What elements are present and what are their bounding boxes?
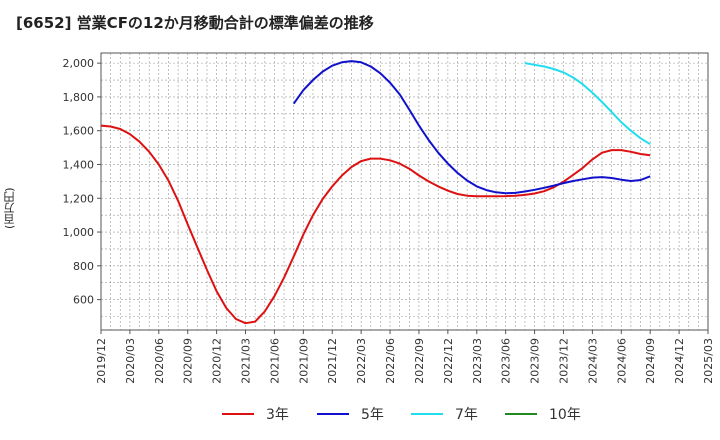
x-tick-label: 2021/03 [240,338,253,384]
x-tick-label: 2022/12 [442,338,455,384]
x-tick-label: 2023/09 [529,338,542,384]
x-tick-label: 2022/03 [355,338,368,384]
y-axis-ticks: 600 800 1,000 1,200 1,400 1,600 1,800 2,000 [63,57,101,307]
x-tick-label: 2020/06 [153,338,166,384]
y-tick-label: 800 [73,260,94,273]
legend: 3年 5年 7年 10年 [222,407,581,423]
series-line-3年 [100,124,651,325]
x-tick-label: 2021/12 [326,338,339,384]
series-line-7年 [524,62,651,146]
y-tick-label: 1,000 [63,226,95,239]
grid-lines [101,53,708,330]
chart-title: [6652] 営業CFの12か月移動合計の標準偏差の推移 [16,14,374,32]
x-tick-label: 2023/06 [500,338,513,384]
x-tick-label: 2020/09 [182,338,195,384]
x-tick-label: 2022/06 [384,338,397,384]
legend-label: 7年 [455,407,478,423]
x-tick-label: 2024/03 [586,338,599,384]
y-tick-label: 1,400 [63,158,95,171]
x-tick-label: 2019/12 [95,338,108,384]
y-tick-label: 1,800 [63,91,95,104]
legend-label: 10年 [549,407,581,423]
x-tick-label: 2023/12 [557,338,570,384]
plot-frame [100,52,709,331]
y-tick-label: 600 [73,294,94,307]
x-tick-label: 2022/09 [413,338,426,384]
x-tick-label: 2023/03 [471,338,484,384]
y-tick-label: 1,600 [63,125,95,138]
x-tick-label: 2025/03 [702,338,715,384]
legend-label: 3年 [266,407,289,423]
y-tick-label: 2,000 [63,57,95,70]
x-tick-label: 2020/03 [124,338,137,384]
x-tick-label: 2024/12 [673,338,686,384]
x-tick-label: 2021/09 [297,338,310,384]
series-line-5年 [292,60,651,195]
x-tick-label: 2024/09 [644,338,657,384]
series-lines [100,60,651,325]
x-axis-ticks: 2019/12 2020/03 2020/06 2020/09 2020/12 2021/… [95,330,715,384]
x-tick-label: 2024/06 [615,338,628,384]
y-tick-label: 1,200 [63,192,95,205]
legend-label: 5年 [361,407,384,423]
x-tick-label: 2020/12 [211,338,224,384]
x-tick-label: 2021/06 [268,338,281,384]
